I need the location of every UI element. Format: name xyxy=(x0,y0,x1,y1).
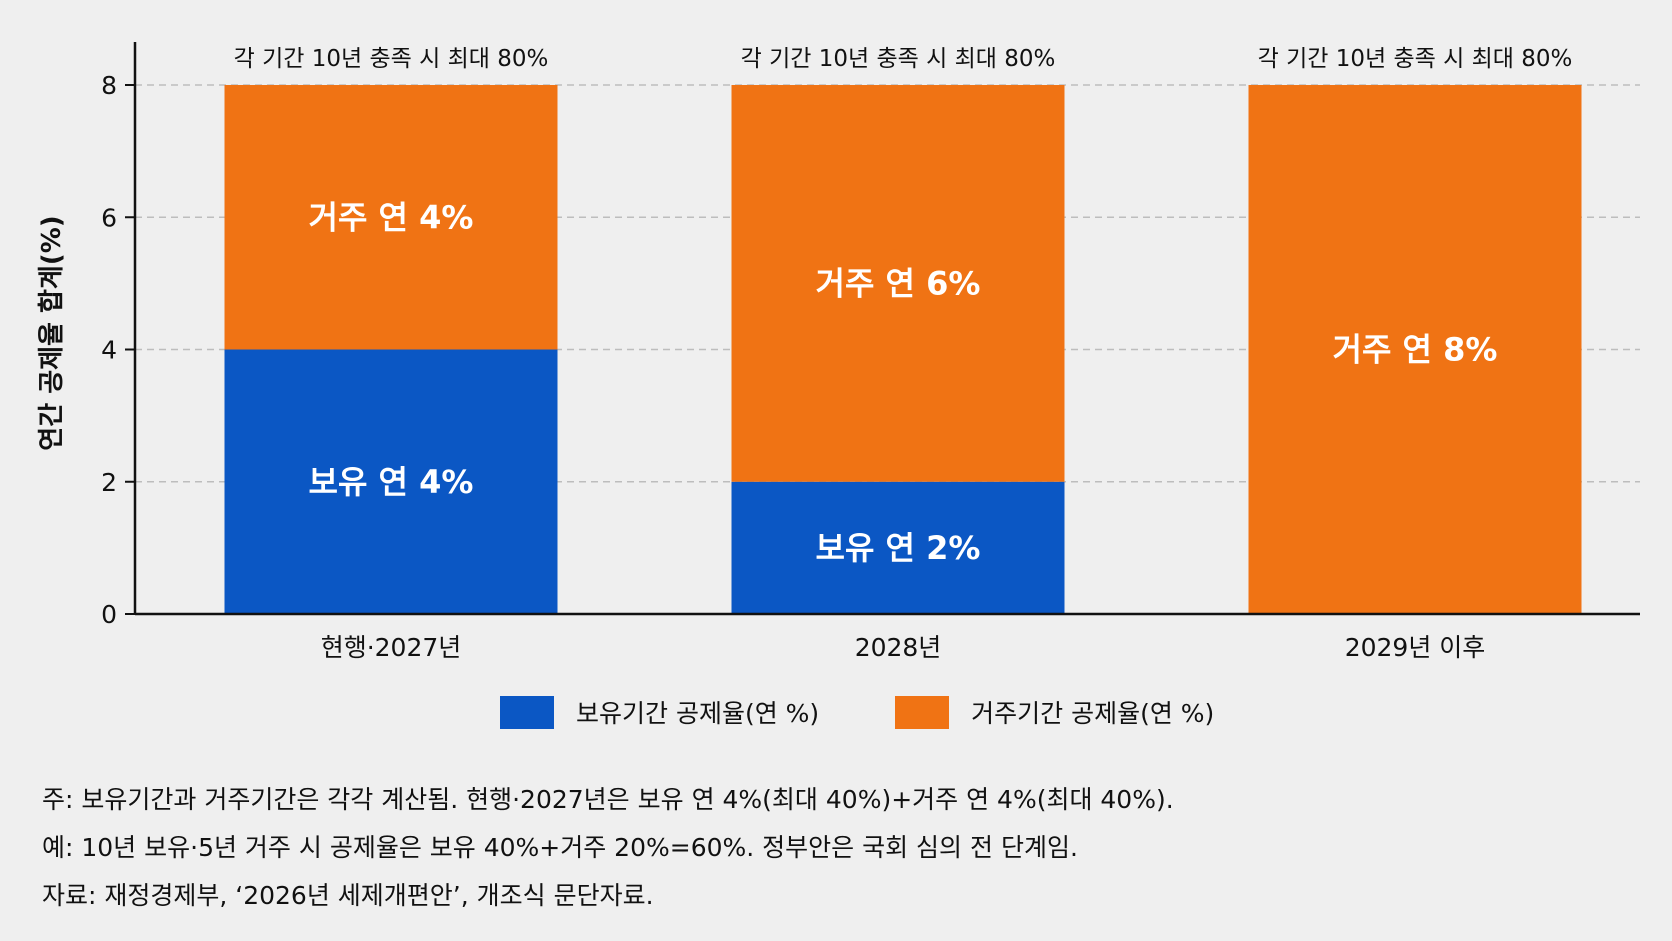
y-tick-label-2: 2 xyxy=(101,468,117,497)
y-axis-title: 연간 공제율 합계(%) xyxy=(37,215,67,450)
axes: 0 2 4 6 8 현행·2027년 2028년 2029년 이후 연간 공제율 합계(%) xyxy=(37,42,1640,662)
footnote-source: 자료: 재정경제부, ‘2026년 세제개편안’, 개조식 문단자료. xyxy=(42,881,654,910)
data-label-residence-2: 거주 연 8% xyxy=(1333,331,1498,369)
data-label-residence-0: 거주 연 4% xyxy=(309,198,474,236)
bar-residence-2 xyxy=(1248,85,1582,614)
y-tick-label-8: 8 xyxy=(101,71,117,100)
bar-residence-1 xyxy=(731,85,1065,482)
labels: 보유 연 4% 거주 연 4% 각 기간 10년 충족 시 최대 80% 보유 연 2… xyxy=(234,46,1573,567)
data-label-holding-1: 보유 연 2% xyxy=(816,529,981,567)
legend-swatch-holding xyxy=(500,695,554,729)
y-tick-label-4: 4 xyxy=(101,336,117,365)
legend: 보유기간 공제율(연 %) 거주기간 공제율(연 %) xyxy=(500,694,1214,730)
legend-swatch-residence xyxy=(895,695,950,729)
y-tick-label-6: 6 xyxy=(101,203,117,232)
data-label-holding-0: 보유 연 4% xyxy=(309,463,474,501)
legend-item-residence: 거주기간 공제율(연 %) xyxy=(895,694,1214,730)
bars xyxy=(224,85,1582,614)
footnotes: 주: 보유기간과 거주기간은 각각 계산됨. 현행·2027년은 보유 연 4%… xyxy=(42,776,1174,920)
legend-label-holding: 보유기간 공제율(연 %) xyxy=(576,699,820,728)
x-tick-label-0: 현행·2027년 xyxy=(321,633,462,662)
data-label-residence-1: 거주 연 6% xyxy=(816,264,981,302)
y-tick-label-0: 0 xyxy=(101,600,117,629)
footnote-note: 주: 보유기간과 거주기간은 각각 계산됨. 현행·2027년은 보유 연 4%… xyxy=(42,785,1174,814)
top-annotation-1: 각 기간 10년 충족 시 최대 80% xyxy=(741,46,1056,72)
x-tick-label-2: 2029년 이후 xyxy=(1345,633,1486,662)
top-annotation-2: 각 기간 10년 충족 시 최대 80% xyxy=(1258,46,1573,72)
bar-holding-1 xyxy=(731,481,1065,614)
bar-residence-0 xyxy=(224,85,558,350)
stacked-bar-chart: 보유 연 4% 거주 연 4% 각 기간 10년 충족 시 최대 80% 보유 연 2… xyxy=(37,42,1640,662)
legend-item-holding: 보유기간 공제율(연 %) xyxy=(500,694,819,730)
x-tick-label-1: 2028년 xyxy=(855,633,942,662)
top-annotation-0: 각 기간 10년 충족 시 최대 80% xyxy=(234,46,549,72)
bar-holding-0 xyxy=(224,349,558,614)
legend-label-residence: 거주기간 공제율(연 %) xyxy=(971,699,1215,728)
footnote-example: 예: 10년 보유·5년 거주 시 공제율은 보유 40%+거주 20%=60%… xyxy=(42,833,1078,862)
